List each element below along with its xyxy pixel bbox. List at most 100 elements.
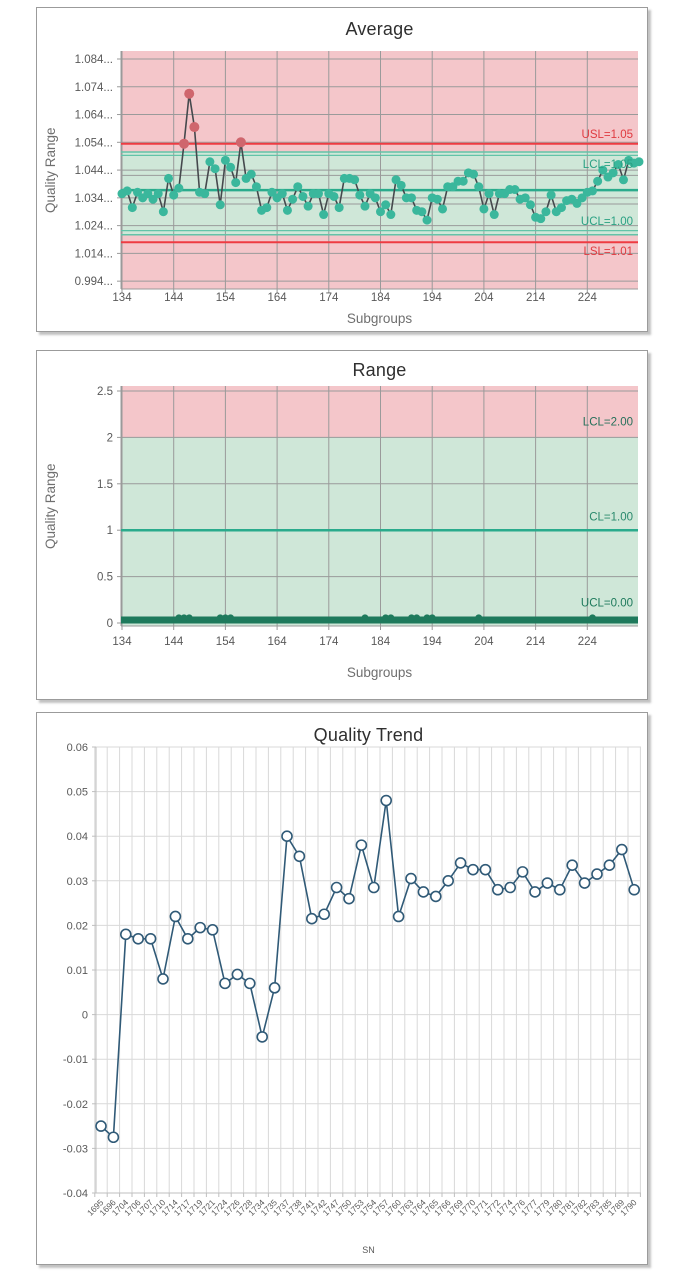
- data-point: [169, 910, 182, 923]
- data-point: [370, 193, 380, 203]
- data-point: [334, 203, 344, 213]
- chart-text-label: LCL=1.05: [583, 159, 633, 171]
- chart-text-label: -0.03: [63, 1143, 88, 1155]
- data-point: [355, 839, 368, 851]
- data-point: [608, 168, 618, 178]
- chart-text-label: 0.02: [67, 920, 88, 932]
- chart-text-label: 164: [268, 292, 288, 304]
- data-point: [120, 928, 132, 941]
- chart-text-label: 0.05: [67, 787, 88, 799]
- data-point: [510, 185, 520, 195]
- chart-text-label: 0.01: [67, 965, 88, 977]
- data-point: [293, 850, 306, 863]
- data-point: [288, 194, 298, 204]
- range-dot: [361, 614, 369, 622]
- data-point: [546, 190, 556, 200]
- zone-band: [121, 51, 638, 153]
- chart-text-label: UCL=1.00: [581, 216, 633, 228]
- chart-text-label: LSL=1.01: [583, 246, 633, 258]
- data-point: [206, 924, 219, 936]
- chart-text-label: 174: [319, 636, 339, 648]
- data-point: [174, 183, 184, 193]
- data-point: [386, 210, 396, 220]
- data-point: [613, 160, 623, 170]
- range-dot: [428, 614, 436, 622]
- range-dot: [387, 614, 395, 622]
- chart-text-label: 0: [82, 1010, 88, 1022]
- chart-text-label: LCL=2.00: [583, 417, 633, 429]
- data-point: [454, 857, 467, 869]
- data-point: [282, 205, 292, 215]
- data-point: [244, 977, 256, 990]
- chart-text-label: 0: [107, 618, 113, 630]
- data-point: [553, 883, 566, 896]
- range-dot: [423, 614, 431, 622]
- data-point: [407, 193, 417, 203]
- chart-text-label: 1.014...: [75, 248, 113, 260]
- chart-text-label: 1.074...: [75, 82, 113, 94]
- range-dots: [175, 614, 596, 622]
- chart-text-label: 204: [474, 636, 494, 648]
- data-point: [360, 201, 370, 211]
- data-point: [442, 875, 455, 887]
- average-bands: [121, 51, 638, 289]
- zone-band: [121, 437, 638, 626]
- data-point: [541, 207, 551, 217]
- data-point: [319, 210, 329, 220]
- range-dot: [227, 614, 235, 622]
- data-point: [376, 207, 385, 217]
- trend-gridlines: [92, 746, 641, 1197]
- data-point: [281, 830, 293, 842]
- average-series: [117, 88, 644, 225]
- chart-text-label: 2.5: [97, 386, 113, 398]
- data-point: [256, 1031, 268, 1043]
- chart-text-label: 1.044...: [75, 165, 113, 177]
- average-plot: USL=1.05 LCL=1.05 UCL=1.00 LSL=1.01 134 144 15…: [75, 51, 644, 304]
- data-point: [432, 194, 442, 204]
- range-dot: [413, 614, 421, 622]
- data-point: [603, 859, 616, 871]
- chart-text-label: 1.024...: [75, 221, 113, 233]
- data-point: [231, 968, 244, 981]
- data-point: [367, 881, 380, 894]
- data-point: [215, 200, 225, 210]
- data-point: [158, 207, 168, 217]
- data-point: [210, 164, 220, 174]
- quality-trend-plot: 0.06 0.05 0.04 0.03 0.02 0.01 0 -0.01 -0.02 -0.03…: [63, 742, 641, 1218]
- range-chart-title: Range: [352, 360, 407, 380]
- data-point: [246, 169, 256, 179]
- chart-text-label: 0.5: [97, 572, 113, 584]
- data-point: [489, 210, 499, 220]
- data-point: [520, 193, 530, 203]
- data-point: [566, 859, 579, 871]
- data-point: [329, 191, 339, 201]
- data-point: [107, 1131, 120, 1144]
- data-point: [587, 186, 597, 196]
- data-point: [417, 207, 427, 217]
- data-point: [220, 155, 230, 165]
- data-point: [122, 186, 132, 196]
- quality-trend-chart-card: Quality Trend SN 0.06 0.05 0.04 0.03 0.02 0.0…: [36, 712, 648, 1265]
- data-point: [529, 886, 541, 898]
- average-x-axis-title: Subgroups: [346, 311, 413, 326]
- data-point: [438, 204, 448, 214]
- chart-text-label: 1.5: [97, 479, 113, 491]
- data-point: [467, 863, 479, 876]
- range-dot: [221, 614, 229, 622]
- chart-text-label: 0.04: [67, 831, 88, 843]
- chart-text-label: 1.064...: [75, 110, 113, 122]
- chart-text-label: 154: [216, 636, 236, 648]
- range-annotations: LCL=2.00 CL=1.00 UCL=0.00: [581, 417, 633, 610]
- data-point: [634, 157, 644, 167]
- data-point: [578, 877, 591, 889]
- data-point: [598, 165, 608, 175]
- data-point: [556, 203, 566, 213]
- data-point: [200, 189, 210, 199]
- chart-text-label: 144: [164, 292, 184, 304]
- range-dot: [180, 614, 188, 622]
- data-point: [504, 881, 517, 894]
- zone-band: [121, 386, 638, 438]
- chart-text-label: 1.054...: [75, 137, 113, 149]
- data-point: [153, 189, 163, 199]
- data-point: [205, 157, 215, 167]
